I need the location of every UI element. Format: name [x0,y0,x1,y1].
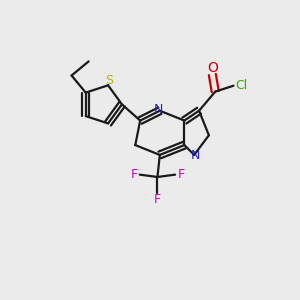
Text: S: S [106,74,114,87]
Text: F: F [154,193,161,206]
Text: F: F [130,168,137,181]
Text: F: F [178,168,184,181]
Text: N: N [154,103,163,116]
Text: N: N [191,149,200,162]
Text: Cl: Cl [236,79,248,92]
Text: O: O [207,61,218,75]
